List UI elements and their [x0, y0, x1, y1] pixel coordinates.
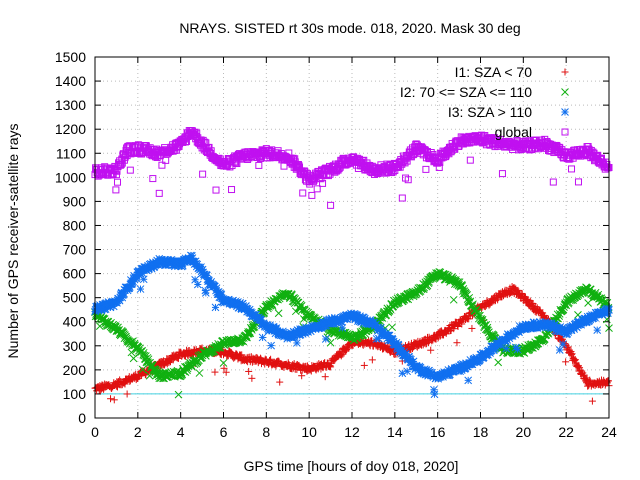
- series-1: [91, 283, 613, 405]
- y-tick-label: 1500: [55, 49, 86, 65]
- y-tick-label: 100: [63, 386, 87, 402]
- data-point: [337, 352, 345, 360]
- chart-title: NRAYS. SISTED rt 30s mode. 018, 2020. Ma…: [179, 20, 520, 36]
- data-point: [298, 372, 306, 380]
- data-point: [465, 315, 473, 323]
- data-point: [136, 285, 145, 293]
- data-point: [458, 320, 466, 328]
- data-point: [321, 335, 330, 343]
- data-point: [201, 288, 210, 297]
- data-point: [464, 376, 473, 385]
- data-point: [193, 280, 202, 289]
- data-point: [403, 367, 412, 376]
- y-tick-label: 1400: [55, 73, 86, 89]
- x-tick-label: 12: [344, 424, 360, 440]
- data-point: [245, 367, 253, 375]
- x-tick-label: 2: [134, 424, 142, 440]
- y-tick-label: 1300: [55, 97, 86, 113]
- data-point: [368, 356, 376, 364]
- y-tick-label: 300: [63, 338, 87, 354]
- data-point: [139, 275, 148, 284]
- legend-label: I3: SZA > 110: [448, 104, 532, 120]
- legend-label: global: [495, 124, 532, 140]
- y-tick-label: 0: [78, 410, 86, 426]
- x-tick-label: 24: [601, 424, 617, 440]
- y-tick-label: 900: [63, 193, 87, 209]
- data-point: [360, 361, 368, 369]
- legend-label: I2: 70 <= SZA <= 110: [400, 84, 532, 100]
- x-tick-label: 20: [516, 424, 532, 440]
- data-point: [514, 286, 522, 294]
- data-point: [366, 341, 374, 349]
- data-point: [425, 339, 433, 347]
- data-point: [454, 322, 462, 330]
- data-point: [342, 347, 350, 355]
- data-point: [523, 295, 531, 303]
- x-tick-label: 6: [220, 424, 228, 440]
- y-tick-label: 1000: [55, 169, 86, 185]
- data-point: [513, 345, 522, 354]
- data-point: [110, 396, 118, 404]
- data-point: [248, 374, 256, 382]
- data-point: [453, 339, 461, 347]
- data-point: [413, 343, 421, 351]
- x-tick-label: 8: [262, 424, 270, 440]
- y-tick-label: 1200: [55, 121, 86, 137]
- y-axis-label: Number of GPS receiver-satellite rays: [5, 124, 21, 359]
- x-tick-label: 14: [387, 424, 403, 440]
- axis-ticks: 0 2 4 6 8 10 12 14 16 18 20 22 240100200300400500600…: [55, 49, 617, 440]
- y-tick-label: 600: [63, 266, 87, 282]
- data-point: [121, 380, 129, 388]
- y-tick-label: 200: [63, 362, 87, 378]
- x-tick-label: 0: [91, 424, 99, 440]
- data-point: [502, 344, 511, 353]
- legend-marker: [561, 108, 569, 116]
- legend-label: I1: SZA < 70: [455, 64, 533, 80]
- data-point: [559, 340, 567, 349]
- y-tick-label: 700: [63, 242, 87, 258]
- data-point: [345, 344, 353, 352]
- data-point: [123, 390, 131, 398]
- data-point: [220, 364, 228, 372]
- data-point: [237, 351, 245, 359]
- data-point: [211, 303, 220, 312]
- data-point: [267, 355, 275, 363]
- y-tick-label: 800: [63, 217, 87, 233]
- data-point: [327, 363, 335, 371]
- data-point: [222, 368, 230, 376]
- x-tick-label: 22: [558, 424, 574, 440]
- data-points: [91, 127, 613, 405]
- data-point: [276, 378, 284, 386]
- y-tick-label: 400: [63, 314, 87, 330]
- x-tick-label: 16: [430, 424, 446, 440]
- x-tick-label: 18: [473, 424, 489, 440]
- x-tick-label: 10: [301, 424, 317, 440]
- data-point: [321, 373, 329, 381]
- data-point: [107, 395, 115, 403]
- data-point: [258, 333, 267, 342]
- data-point: [427, 346, 435, 354]
- data-point: [211, 368, 219, 376]
- data-point: [593, 326, 602, 334]
- data-point: [238, 351, 246, 359]
- x-axis-label: GPS time [hours of doy 018, 2020]: [244, 458, 459, 474]
- x-tick-label: 4: [177, 424, 185, 440]
- y-tick-label: 500: [63, 290, 87, 306]
- data-point: [292, 339, 301, 347]
- data-point: [430, 390, 439, 399]
- data-point: [230, 354, 238, 362]
- data-point: [226, 348, 234, 356]
- data-point: [338, 324, 347, 332]
- data-point: [468, 324, 476, 332]
- data-point: [267, 341, 276, 350]
- y-tick-label: 1100: [56, 145, 86, 161]
